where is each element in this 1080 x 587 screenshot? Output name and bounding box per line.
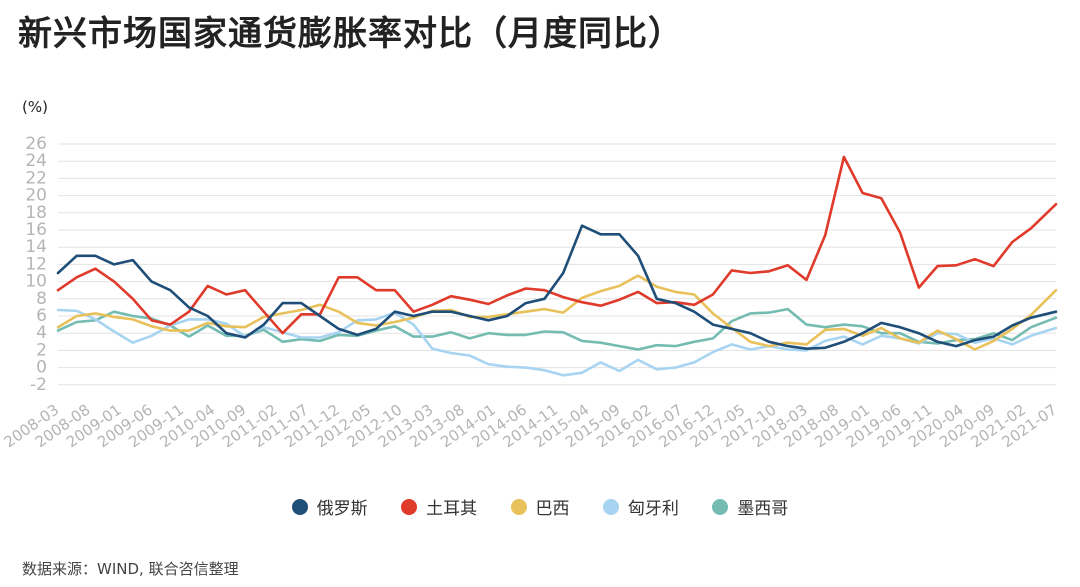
legend-marker-russia [291, 498, 308, 515]
y-tick-label: 0 [36, 358, 47, 378]
series-line-russia [56, 224, 1058, 351]
y-tick-label: 6 [36, 306, 47, 326]
legend-label-turkey: 土耳其 [426, 499, 478, 519]
data-source-note: 数据来源：WIND, 联合咨信整理 [22, 560, 239, 578]
y-tick-label: 16 [25, 220, 47, 240]
y-tick-label: 10 [25, 272, 47, 292]
y-tick-label: 20 [25, 186, 47, 206]
legend-marker-brazil [510, 498, 527, 515]
y-tick-label: 22 [25, 168, 47, 188]
y-tick-label: 26 [25, 134, 47, 154]
series-line-turkey [56, 155, 1058, 335]
y-tick-label: 14 [25, 237, 47, 257]
x-axis-ticks: 2008-032008-082009-012009-062009-112010-… [1, 401, 1061, 452]
y-tick-label: 2 [36, 340, 47, 360]
series-line-hungary [56, 308, 1058, 377]
legend-item-mexico[interactable]: 墨西哥 [712, 494, 788, 519]
y-tick-label: -2 [30, 375, 47, 395]
legend-item-brazil[interactable]: 巴西 [510, 494, 570, 519]
grid-lines [58, 143, 1056, 386]
legend-label-russia: 俄罗斯 [316, 499, 368, 519]
y-tick-label: 8 [36, 289, 47, 309]
legend-label-brazil: 巴西 [535, 499, 570, 519]
y-tick-label: 18 [25, 203, 47, 223]
series-line-mexico [56, 307, 1058, 351]
y-tick-label: 24 [25, 151, 47, 171]
legend-item-turkey[interactable]: 土耳其 [401, 494, 477, 519]
series-line-brazil [56, 274, 1058, 351]
legend-item-hungary[interactable]: 匈牙利 [602, 494, 679, 519]
legend-marker-hungary [602, 498, 619, 515]
legend-marker-turkey [401, 498, 418, 515]
legend: 俄罗斯 土耳其 巴西 匈牙利 墨西哥 [0, 494, 1080, 520]
y-tick-label: 4 [36, 323, 47, 343]
y-axis-unit: (%) [22, 98, 48, 116]
legend-item-russia[interactable]: 俄罗斯 [291, 494, 368, 519]
chart-title: 新兴市场国家通货膨胀率对比（月度同比） [18, 14, 683, 54]
legend-label-mexico: 墨西哥 [737, 499, 789, 519]
y-tick-label: 12 [25, 254, 47, 274]
legend-label-hungary: 匈牙利 [627, 499, 679, 519]
series-lines [56, 155, 1058, 377]
legend-marker-mexico [712, 498, 729, 515]
